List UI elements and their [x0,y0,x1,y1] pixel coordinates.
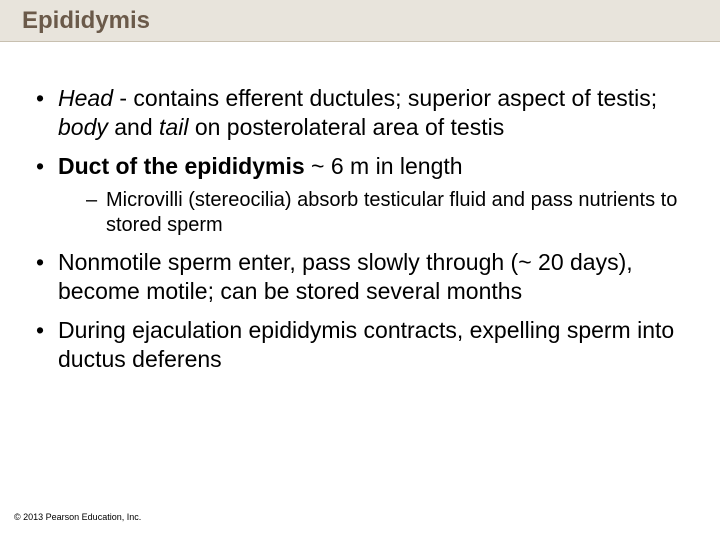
text-segment: ~ 6 m in length [305,153,463,179]
text-segment: body [58,114,108,140]
text-segment: - contains efferent ductules; superior a… [113,85,657,111]
sub-bullet-list: Microvilli (stereocilia) absorb testicul… [58,188,696,238]
bullet-item: Head - contains efferent ductules; super… [24,84,696,142]
text-segment: tail [159,114,188,140]
text-segment: Microvilli (stereocilia) absorb testicul… [106,189,677,236]
slide-title: Epididymis [22,7,150,35]
copyright-footer: © 2013 Pearson Education, Inc. [14,512,141,522]
text-segment: During ejaculation epididymis contracts,… [58,317,674,372]
slide-content: Head - contains efferent ductules; super… [0,84,720,373]
text-segment: Head [58,85,113,111]
bullet-item: Duct of the epididymis ~ 6 m in length Mi… [24,152,696,239]
text-segment: Duct of the epididymis [58,153,305,179]
bullet-item: During ejaculation epididymis contracts,… [24,316,696,374]
bullet-list: Head - contains efferent ductules; super… [24,84,696,373]
text-segment: on posterolateral area of testis [188,114,504,140]
title-bar: Epididymis [0,0,720,42]
text-segment: and [108,114,159,140]
bullet-item: Nonmotile sperm enter, pass slowly throu… [24,248,696,306]
text-segment: Nonmotile sperm enter, pass slowly throu… [58,249,633,304]
sub-bullet-item: Microvilli (stereocilia) absorb testicul… [58,188,696,238]
